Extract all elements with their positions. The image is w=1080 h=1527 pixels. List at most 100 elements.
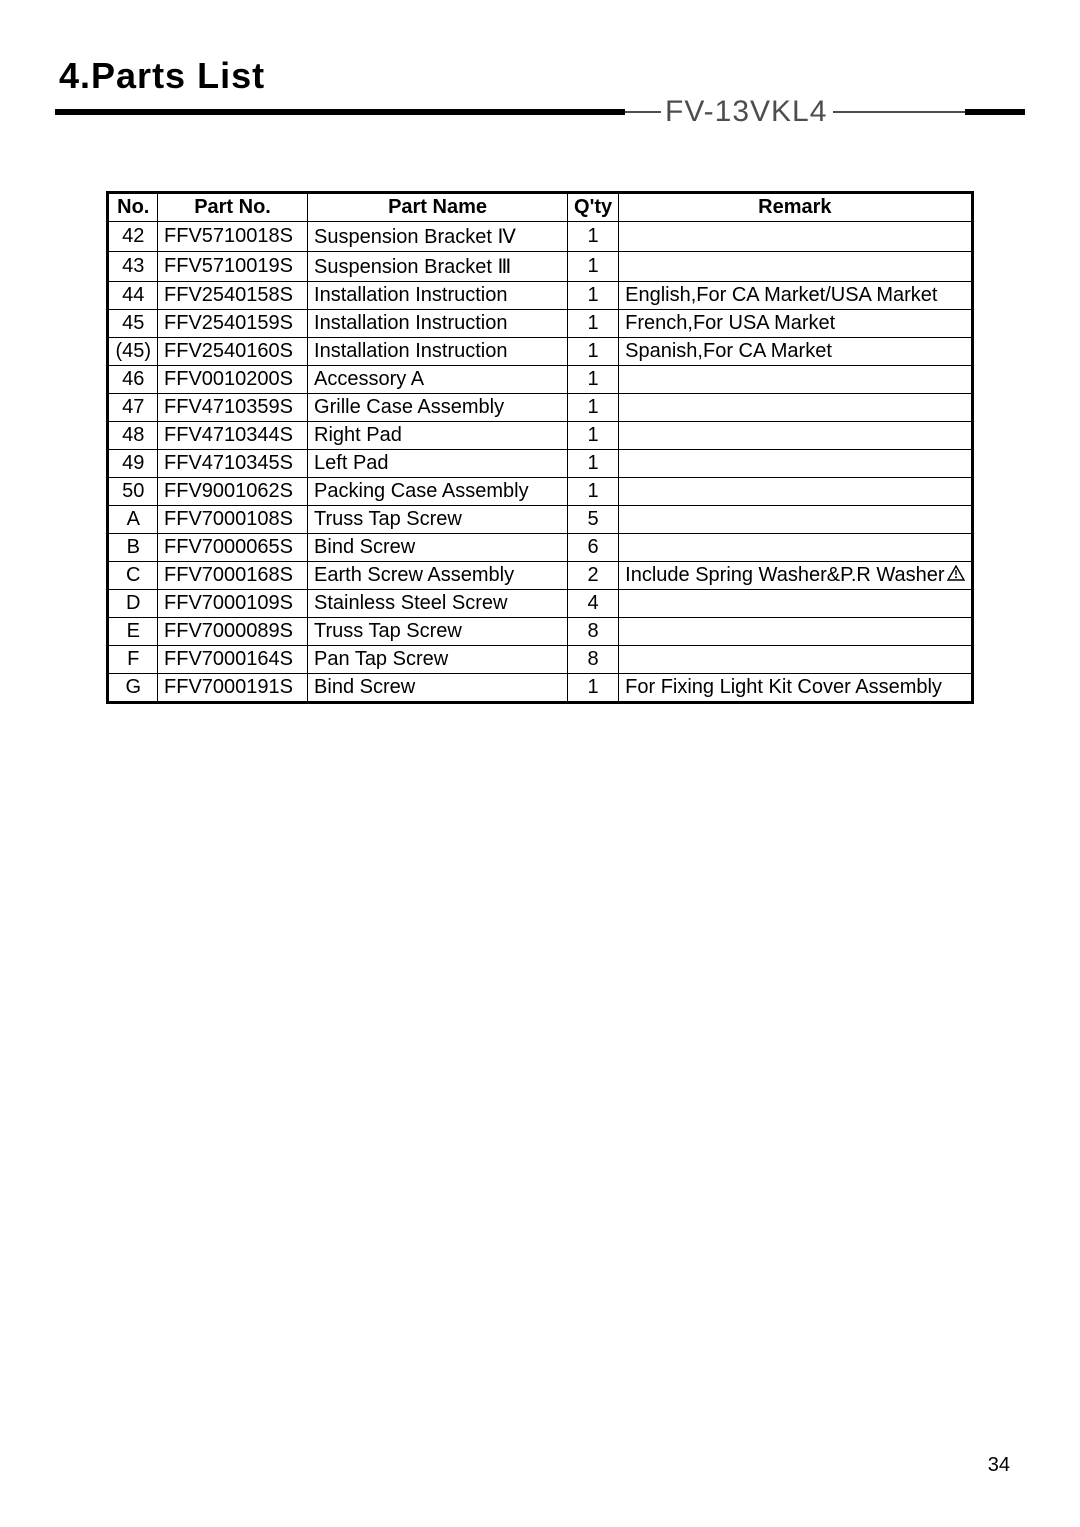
cell-part: FFV7000108S: [158, 506, 308, 534]
cell-name: Installation Instruction: [308, 338, 568, 366]
table-row: 43FFV5710019SSuspension Bracket Ⅲ1: [108, 252, 972, 282]
table-row: FFFV7000164SPan Tap Screw8: [108, 646, 972, 674]
cell-no: 44: [108, 282, 158, 310]
cell-remark: French,For USA Market: [619, 310, 972, 338]
cell-name: Grille Case Assembly: [308, 394, 568, 422]
cell-qty: 1: [568, 252, 619, 282]
table-row: GFFV7000191SBind Screw1For Fixing Light …: [108, 674, 972, 703]
cell-part: FFV7000089S: [158, 618, 308, 646]
cell-part: FFV7000109S: [158, 590, 308, 618]
cell-qty: 1: [568, 450, 619, 478]
cell-no: 50: [108, 478, 158, 506]
warning-icon: [947, 564, 965, 587]
cell-name: Earth Screw Assembly: [308, 562, 568, 590]
cell-name: Bind Screw: [308, 534, 568, 562]
cell-qty: 4: [568, 590, 619, 618]
cell-name: Left Pad: [308, 450, 568, 478]
table-row: 49FFV4710345SLeft Pad1: [108, 450, 972, 478]
cell-part: FFV2540158S: [158, 282, 308, 310]
cell-part: FFV7000164S: [158, 646, 308, 674]
cell-qty: 8: [568, 618, 619, 646]
column-header-part: Part No.: [158, 193, 308, 222]
cell-remark: [619, 506, 972, 534]
cell-name: Stainless Steel Screw: [308, 590, 568, 618]
cell-qty: 8: [568, 646, 619, 674]
cell-no: (45): [108, 338, 158, 366]
table-row: (45)FFV2540160SInstallation Instruction1…: [108, 338, 972, 366]
table-row: 46FFV0010200SAccessory A1: [108, 366, 972, 394]
cell-name: Suspension Bracket Ⅳ: [308, 222, 568, 252]
header-rule: FV-13VKL4: [55, 101, 1025, 131]
cell-no: D: [108, 590, 158, 618]
rule-thick-left: [55, 109, 625, 115]
cell-no: 42: [108, 222, 158, 252]
rule-thick-right: [965, 109, 1025, 115]
cell-qty: 1: [568, 222, 619, 252]
cell-remark: For Fixing Light Kit Cover Assembly: [619, 674, 972, 703]
cell-part: FFV5710019S: [158, 252, 308, 282]
rule-thin-left: [625, 111, 661, 113]
column-header-name: Part Name: [308, 193, 568, 222]
cell-part: FFV4710344S: [158, 422, 308, 450]
cell-no: 45: [108, 310, 158, 338]
cell-no: 43: [108, 252, 158, 282]
cell-remark: [619, 252, 972, 282]
section-title: 4.Parts List: [55, 55, 1025, 97]
cell-part: FFV5710018S: [158, 222, 308, 252]
parts-table: No.Part No.Part NameQ'tyRemark 42FFV5710…: [106, 191, 973, 704]
cell-remark: [619, 646, 972, 674]
cell-no: F: [108, 646, 158, 674]
cell-remark: [619, 534, 972, 562]
cell-qty: 1: [568, 310, 619, 338]
cell-remark: [619, 478, 972, 506]
cell-no: 49: [108, 450, 158, 478]
cell-name: Truss Tap Screw: [308, 506, 568, 534]
cell-qty: 1: [568, 282, 619, 310]
page-number: 34: [988, 1454, 1010, 1477]
cell-qty: 6: [568, 534, 619, 562]
cell-part: FFV7000191S: [158, 674, 308, 703]
cell-qty: 1: [568, 366, 619, 394]
table-row: 42FFV5710018SSuspension Bracket Ⅳ1: [108, 222, 972, 252]
cell-name: Right Pad: [308, 422, 568, 450]
cell-remark: [619, 394, 972, 422]
cell-no: E: [108, 618, 158, 646]
table-row: AFFV7000108STruss Tap Screw5: [108, 506, 972, 534]
cell-no: 46: [108, 366, 158, 394]
cell-qty: 1: [568, 422, 619, 450]
page-header: 4.Parts List FV-13VKL4: [55, 55, 1025, 131]
cell-no: 48: [108, 422, 158, 450]
table-row: EFFV7000089STruss Tap Screw8: [108, 618, 972, 646]
model-label: FV-13VKL4: [665, 95, 827, 129]
cell-qty: 5: [568, 506, 619, 534]
cell-qty: 1: [568, 394, 619, 422]
column-header-no: No.: [108, 193, 158, 222]
cell-remark: [619, 366, 972, 394]
cell-part: FFV7000168S: [158, 562, 308, 590]
cell-remark: Spanish,For CA Market: [619, 338, 972, 366]
table-body: 42FFV5710018SSuspension Bracket Ⅳ143FFV5…: [108, 222, 972, 703]
table-row: CFFV7000168SEarth Screw Assembly2Include…: [108, 562, 972, 590]
cell-qty: 1: [568, 674, 619, 703]
cell-part: FFV4710345S: [158, 450, 308, 478]
cell-name: Bind Screw: [308, 674, 568, 703]
cell-remark: [619, 590, 972, 618]
column-header-remark: Remark: [619, 193, 972, 222]
cell-part: FFV2540159S: [158, 310, 308, 338]
cell-qty: 1: [568, 338, 619, 366]
cell-remark: [619, 450, 972, 478]
cell-part: FFV7000065S: [158, 534, 308, 562]
table-row: 48FFV4710344SRight Pad1: [108, 422, 972, 450]
table-row: 45FFV2540159SInstallation Instruction1Fr…: [108, 310, 972, 338]
column-header-qty: Q'ty: [568, 193, 619, 222]
cell-remark: [619, 422, 972, 450]
cell-no: C: [108, 562, 158, 590]
cell-remark: English,For CA Market/USA Market: [619, 282, 972, 310]
cell-no: A: [108, 506, 158, 534]
cell-no: G: [108, 674, 158, 703]
cell-qty: 2: [568, 562, 619, 590]
cell-remark: [619, 618, 972, 646]
cell-qty: 1: [568, 478, 619, 506]
cell-part: FFV0010200S: [158, 366, 308, 394]
cell-name: Installation Instruction: [308, 282, 568, 310]
